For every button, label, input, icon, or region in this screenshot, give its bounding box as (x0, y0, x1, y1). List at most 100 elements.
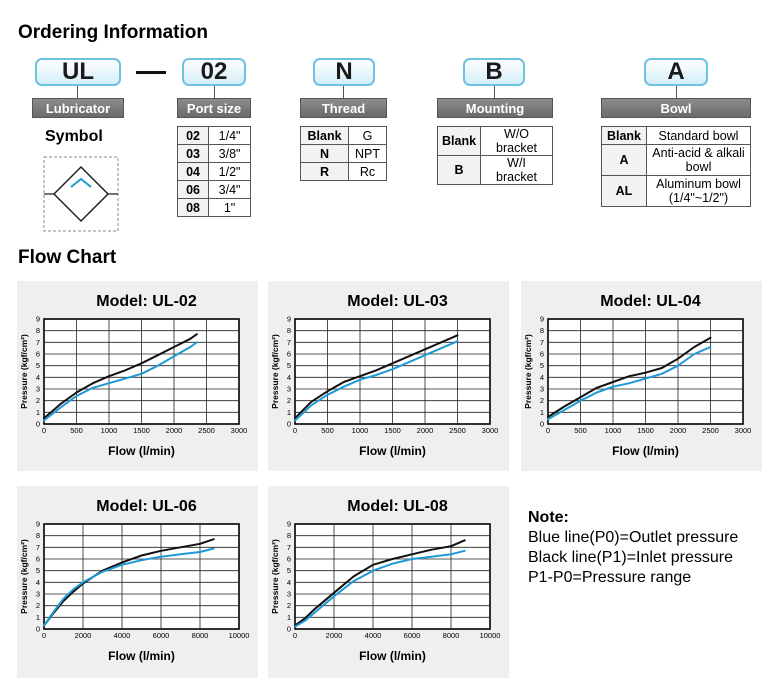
y-tick-label: 4 (36, 373, 40, 382)
x-tick-label: 0 (42, 426, 46, 435)
y-tick-label: 9 (36, 315, 40, 324)
connector-line (343, 86, 344, 98)
code-ul-text: UL (62, 58, 94, 85)
table-row: 04 1/2" (176, 162, 251, 181)
label-thread: Thread (300, 98, 387, 118)
series-line-outlet (43, 547, 215, 627)
y-tick-label: 9 (540, 315, 544, 324)
code-mounting-text: B (485, 58, 503, 85)
chart-title: Model: UL-08 (347, 498, 448, 515)
connector-line (494, 86, 495, 98)
y-tick-label: 5 (36, 361, 40, 370)
table-value: Aluminum bowl (1/4"~1/2") (646, 175, 751, 207)
x-tick-label: 3000 (231, 426, 248, 435)
x-tick-label: 2500 (198, 426, 215, 435)
label-bowl: Bowl (601, 98, 751, 118)
table-value: W/O bracket (480, 126, 553, 156)
table-value: NPT (348, 144, 387, 163)
x-tick-label: 500 (574, 426, 587, 435)
chart-title: Model: UL-06 (96, 498, 197, 515)
table-key: 04 (176, 162, 210, 181)
x-tick-label: 2000 (166, 426, 183, 435)
x-tick-label: 2500 (449, 426, 466, 435)
x-tick-label: 500 (321, 426, 334, 435)
y-tick-label: 7 (540, 338, 544, 347)
x-tick-label: 1500 (637, 426, 654, 435)
chart-panel-ul-06: Model: UL-06 0 2000 4000 6000 8000 10000 0 1 2 3 4 5… (17, 486, 258, 678)
y-tick-label: 7 (36, 543, 40, 552)
y-tick-label: 0 (287, 625, 291, 634)
table-value: 3/8" (208, 144, 251, 163)
y-tick-label: 3 (36, 385, 40, 394)
y-tick-label: 4 (287, 373, 291, 382)
y-tick-label: 3 (287, 590, 291, 599)
chart-ul-02: Model: UL-020 500 1000 1500 2000 2500 30000123… (19, 293, 248, 458)
code-thread: N (313, 58, 375, 86)
x-tick-label: 1000 (605, 426, 622, 435)
y-tick-label: 1 (36, 408, 40, 417)
table-key: 03 (176, 144, 210, 163)
y-tick-label: 8 (36, 326, 40, 335)
table-value: Rc (348, 162, 387, 181)
y-tick-label: 6 (36, 350, 40, 359)
x-tick-label: 3000 (482, 426, 499, 435)
chart-panel-ul-08: Model: UL-08 0 2000 4000 6000 8000 10000 0 1 2 3 4 5… (268, 486, 509, 678)
y-tick-label: 9 (287, 315, 291, 324)
y-tick-label: 7 (36, 338, 40, 347)
y-axis-label: Pressure (kgf/cm²) (19, 334, 29, 409)
y-tick-label: 2 (287, 601, 291, 610)
x-tick-label: 1500 (133, 426, 150, 435)
x-tick-label: 10000 (480, 631, 501, 640)
x-axis-label: Flow (l/min) (359, 649, 426, 663)
y-tick-label: 4 (287, 578, 291, 587)
series-line-outlet (294, 549, 466, 628)
table-key: Blank (436, 126, 482, 156)
y-tick-label: 2 (540, 396, 544, 405)
x-axis-label: Flow (l/min) (359, 444, 426, 458)
series-line-inlet (547, 336, 712, 418)
table-row: N NPT (299, 144, 387, 163)
series-line-outlet (547, 346, 712, 421)
y-tick-label: 6 (287, 350, 291, 359)
thread-table: Blank G N NPT R Rc (299, 126, 387, 181)
y-tick-label: 0 (287, 420, 291, 429)
series-line-outlet (43, 341, 198, 422)
connector-line (214, 86, 215, 98)
table-row: Blank Standard bowl (601, 126, 751, 145)
y-tick-label: 1 (287, 408, 291, 417)
y-tick-label: 0 (36, 625, 40, 634)
chart-title: Model: UL-03 (347, 293, 448, 310)
lubricator-symbol-icon (43, 156, 119, 232)
x-tick-label: 3000 (735, 426, 752, 435)
connector-line (676, 86, 677, 98)
symbol-title: Symbol (45, 128, 103, 145)
table-row: 03 3/8" (176, 144, 251, 163)
y-tick-label: 3 (36, 590, 40, 599)
x-tick-label: 6000 (404, 631, 421, 640)
y-tick-label: 1 (287, 613, 291, 622)
code-port: 02 (182, 58, 246, 86)
table-key: A (601, 144, 647, 176)
dash-separator (136, 71, 166, 74)
bowl-table: Blank Standard bowl A Anti-acid & alkali b… (601, 126, 751, 207)
note-line: Blue line(P0)=Outlet pressure (528, 529, 739, 546)
x-tick-label: 10000 (229, 631, 250, 640)
table-value: Standard bowl (646, 126, 751, 145)
y-tick-label: 3 (287, 385, 291, 394)
chart-ul-06: Model: UL-060 2000 4000 6000 8000 10000012345… (19, 498, 250, 663)
y-tick-label: 5 (287, 566, 291, 575)
table-row: Blank G (299, 126, 387, 145)
port-size-table: 02 1/4" 03 3/8" 04 1/2" 06 3/4" 08 1" (176, 126, 251, 217)
table-row: Blank W/O bracket (436, 126, 553, 156)
x-axis-label: Flow (l/min) (108, 444, 175, 458)
code-thread-text: N (335, 58, 353, 85)
y-tick-label: 9 (36, 520, 40, 529)
x-tick-label: 0 (546, 426, 550, 435)
mounting-table: Blank W/O bracket B W/I bracket (436, 126, 553, 185)
y-tick-label: 4 (36, 578, 40, 587)
code-bowl: A (644, 58, 708, 86)
x-tick-label: 6000 (153, 631, 170, 640)
y-tick-label: 0 (540, 420, 544, 429)
x-tick-label: 8000 (443, 631, 460, 640)
table-value: G (348, 126, 387, 145)
